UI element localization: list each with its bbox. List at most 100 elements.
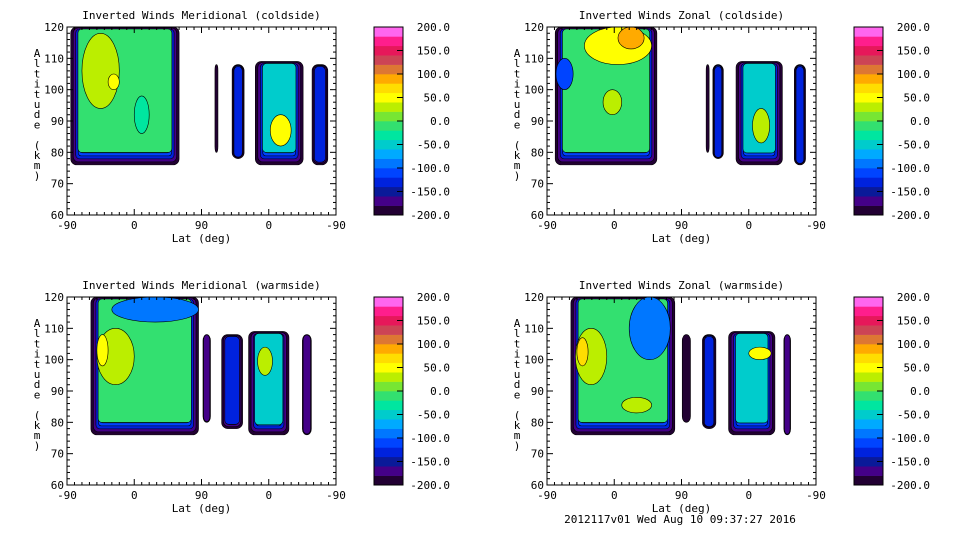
y-axis-label-char: e [34, 388, 41, 401]
contour-core [735, 333, 769, 424]
colorbar-band [374, 92, 403, 103]
colorbar-tick-label: 100.0 [417, 68, 450, 81]
y-axis-label-char: t [34, 358, 41, 371]
contour-spot [555, 58, 574, 90]
colorbar-tick-label: 0.0 [430, 385, 450, 398]
colorbar-tick-label: 150.0 [897, 315, 930, 328]
contour-spot [107, 73, 120, 90]
footer-timestamp: 2012117v01 Wed Aug 10 09:37:27 2016 [564, 513, 796, 526]
y-axis-label-char: m [514, 159, 521, 172]
y-axis-label-char: ( [34, 139, 41, 152]
y-tick-label: 90 [531, 385, 544, 398]
colorbar-band [374, 297, 403, 307]
y-axis-label-char: k [34, 419, 41, 432]
y-axis-label-char: t [514, 358, 521, 371]
y-tick-label: 70 [531, 448, 544, 461]
contour-core [714, 66, 723, 158]
y-axis-label-char: l [514, 327, 521, 340]
colorbar-band [854, 315, 883, 326]
x-tick-label: 0 [265, 489, 272, 502]
x-tick-label: -90 [326, 489, 346, 502]
colorbar-band [854, 64, 883, 75]
x-axis-label: Lat (deg) [652, 232, 712, 245]
panel-3: Inverted Winds Meridional (warmside) 60 70… [34, 279, 450, 515]
colorbar-band [854, 475, 883, 486]
colorbar-band [374, 353, 403, 364]
y-tick-label: 90 [51, 385, 64, 398]
x-tick-label: -90 [326, 219, 346, 232]
colorbar-band [374, 344, 403, 354]
colorbar-band [374, 121, 403, 131]
y-axis-label-char: i [34, 348, 41, 361]
x-tick-label: -90 [806, 219, 826, 232]
x-axis-label: Lat (deg) [172, 232, 232, 245]
colorbar-band [854, 344, 883, 354]
colorbar-band [854, 297, 883, 307]
x-tick-label: -90 [806, 489, 826, 502]
contour-spot [576, 337, 589, 367]
colorbar-band [374, 428, 403, 439]
colorbar-tick-label: 50.0 [904, 92, 931, 105]
y-tick-label: 100 [524, 354, 544, 367]
y-axis-label-char: t [34, 337, 41, 350]
y-axis-label-char: u [34, 368, 41, 381]
x-tick-label: 0 [745, 489, 752, 502]
colorbar-tick-label: -150.0 [410, 456, 450, 469]
y-axis-label-char: l [514, 57, 521, 70]
colorbar-band [374, 391, 403, 401]
y-axis-label-char: t [34, 67, 41, 80]
colorbar-band [854, 92, 883, 103]
y-axis-label-char: ) [34, 439, 41, 452]
y-axis-label-char: d [34, 108, 41, 121]
colorbar-band [374, 362, 403, 373]
y-axis-label-char: k [34, 149, 41, 162]
colorbar-tick-label: -150.0 [410, 186, 450, 199]
y-axis-label-char: t [34, 88, 41, 101]
x-axis-label: Lat (deg) [172, 502, 232, 515]
colorbar-band [374, 315, 403, 326]
colorbar-tick-label: 150.0 [897, 45, 930, 58]
y-axis-label-char: ( [514, 409, 521, 422]
colorbar-tick-label: 0.0 [430, 115, 450, 128]
y-tick-label: 110 [44, 322, 64, 335]
colorbar-band [374, 419, 403, 429]
y-axis-label-char: A [514, 317, 521, 330]
y-axis-label-char: m [34, 159, 41, 172]
y-axis-label-char: l [34, 327, 41, 340]
colorbar-tick-label: -200.0 [410, 209, 450, 222]
y-axis-label-char: l [34, 57, 41, 70]
contour-spot [617, 27, 645, 50]
colorbar-band [854, 55, 883, 65]
contour-spot [752, 108, 770, 144]
y-axis-label-char: t [514, 337, 521, 350]
y-tick-label: 110 [524, 52, 544, 65]
x-axis-label: Lat (deg) [652, 502, 712, 515]
y-tick-label: 80 [531, 146, 544, 159]
y-axis-label-char: m [514, 429, 521, 442]
y-tick-label: 100 [44, 354, 64, 367]
colorbar-tick-label: -150.0 [890, 186, 930, 199]
panel-4: Inverted Winds Zonal (warmside) 60 70 80 90 1… [514, 279, 930, 515]
y-axis-label-char: i [514, 78, 521, 91]
colorbar-tick-label: 0.0 [910, 385, 930, 398]
colorbar-band [374, 139, 403, 150]
panel-1: Inverted Winds Meridional (coldside) 60 70… [34, 9, 450, 245]
colorbar-band [374, 36, 403, 47]
colorbar-band [854, 121, 883, 131]
y-axis-label-char: d [514, 108, 521, 121]
contour-core [795, 66, 805, 164]
colorbar-tick-label: -200.0 [890, 479, 930, 492]
colorbar-band [374, 196, 403, 206]
colorbar-band [374, 102, 403, 112]
y-tick-label: 80 [51, 416, 64, 429]
colorbar-band [374, 45, 403, 56]
y-axis-label-char: e [34, 118, 41, 131]
colorbar-band [854, 447, 883, 458]
colorbar-band [854, 419, 883, 429]
colorbar-band [374, 306, 403, 317]
y-axis-label-char: A [34, 47, 41, 60]
colorbar-band [374, 409, 403, 420]
contour-fill [90, 297, 312, 436]
x-tick-label: 90 [195, 489, 208, 502]
colorbar-band [854, 372, 883, 382]
